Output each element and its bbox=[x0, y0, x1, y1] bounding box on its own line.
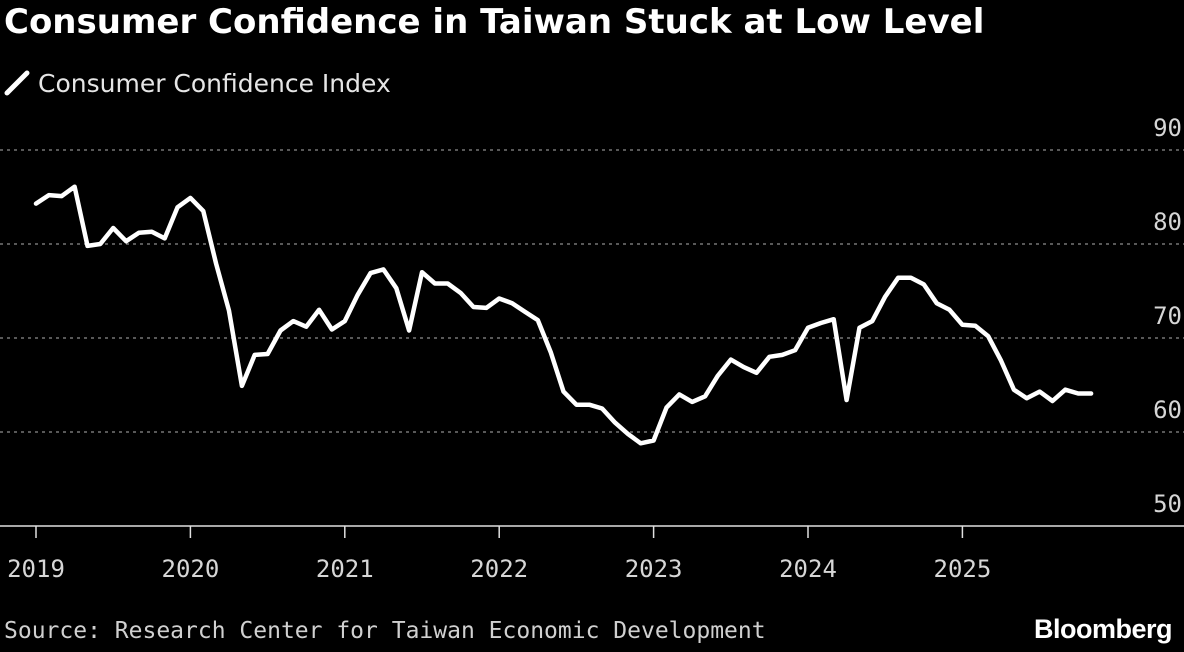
source-note: Source: Research Center for Taiwan Econo… bbox=[4, 618, 766, 644]
y-tick-label: 60 bbox=[1153, 396, 1182, 424]
x-tick-label: 2025 bbox=[934, 555, 992, 583]
line-chart: 50 60 70 80 90 2019 2020 2021 2022 2023 2024 2025 bbox=[0, 114, 1184, 583]
x-tick-label: 2021 bbox=[316, 555, 374, 583]
x-tick-label: 2019 bbox=[7, 555, 65, 583]
y-axis-labels: 50 60 70 80 90 bbox=[1153, 114, 1182, 518]
x-tick-label: 2020 bbox=[162, 555, 220, 583]
y-tick-label: 90 bbox=[1153, 114, 1182, 142]
grid-lines bbox=[0, 149, 1184, 433]
legend: Consumer Confidence Index bbox=[4, 66, 391, 100]
y-tick-label: 50 bbox=[1153, 490, 1182, 518]
y-tick-label: 70 bbox=[1153, 302, 1182, 330]
chart-title: Consumer Confidence in Taiwan Stuck at L… bbox=[4, 2, 985, 42]
legend-label: Consumer Confidence Index bbox=[38, 68, 391, 98]
x-axis: 2019 2020 2021 2022 2023 2024 2025 bbox=[0, 525, 1184, 583]
legend-line-icon bbox=[4, 70, 30, 96]
series-layer bbox=[33, 184, 1094, 446]
x-tick-label: 2024 bbox=[779, 555, 837, 583]
series-line-consumer-confidence-index bbox=[33, 184, 1094, 446]
x-tick-label: 2022 bbox=[470, 555, 528, 583]
y-tick-label: 80 bbox=[1153, 208, 1182, 236]
bloomberg-logo: Bloomberg bbox=[1033, 614, 1173, 644]
x-tick-label: 2023 bbox=[625, 555, 683, 583]
